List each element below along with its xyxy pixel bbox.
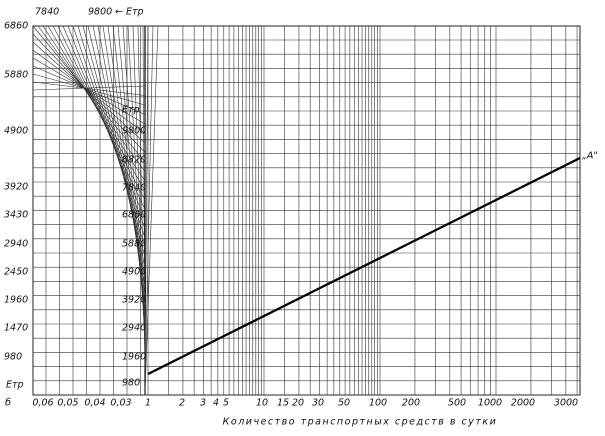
grid — [33, 26, 580, 396]
line-a — [147, 157, 581, 375]
bottom-axis-label: 200 — [402, 398, 420, 409]
left-axis-title: Eтр — [6, 380, 24, 391]
left-axis-label: 4900 — [4, 126, 28, 137]
fan-line — [127, 25, 146, 343]
fan-line — [137, 25, 146, 362]
fan-line — [32, 41, 146, 144]
mid-axis-title: Eтр — [122, 105, 140, 116]
fan-line — [32, 81, 146, 96]
fan-line — [32, 85, 146, 91]
fan-line — [32, 33, 146, 153]
fan-lines — [32, 25, 159, 396]
bottom-axis-label: 4 — [213, 398, 219, 409]
x-axis-title: Количество транспортных средств в сутки — [223, 417, 498, 428]
mid-axis-label: 6860 — [122, 210, 146, 221]
left-axis-label: 1960 — [4, 295, 28, 306]
top-label: 7840 — [35, 7, 59, 18]
fan-line — [144, 25, 154, 391]
bottom-axis-label: 15 — [277, 398, 289, 409]
fan-line — [62, 25, 146, 220]
fan-line — [144, 25, 149, 381]
fan-line — [122, 25, 146, 334]
line-label: „A" — [582, 151, 598, 162]
bottom-axis-label: 2000 — [511, 398, 535, 409]
fan-line — [32, 73, 146, 106]
left-axis-label: 1470 — [4, 323, 28, 334]
bottom-axis-label: б — [5, 398, 11, 409]
left-axis-label: 3430 — [4, 210, 28, 221]
bottom-axis-label: 50 — [338, 398, 350, 409]
mid-axis-label: 5880 — [122, 239, 146, 250]
bottom-axis-label: 3 — [200, 398, 206, 409]
mid-axis-label: 9800 — [122, 126, 146, 137]
fan-line — [144, 25, 159, 396]
bottom-axis-label: 0,04 — [84, 398, 105, 409]
left-axis-label: 5880 — [4, 70, 28, 81]
bottom-axis-label: 1000 — [478, 398, 502, 409]
left-axis-label: 6860 — [4, 21, 28, 32]
mid-axis-label: 4900 — [122, 267, 146, 278]
bottom-axis-label: 20 — [292, 398, 304, 409]
bottom-axis-label: 0,03 — [110, 398, 131, 409]
fan-line — [32, 65, 146, 115]
left-axis-label: 3920 — [4, 182, 28, 193]
fan-line — [77, 25, 146, 248]
mid-axis-label: 1960 — [122, 352, 146, 363]
left-axis-label: 2940 — [4, 239, 28, 250]
bottom-axis-label: 500 — [448, 398, 466, 409]
bottom-axis-label: 2 — [179, 398, 185, 409]
bottom-axis-label: 100 — [369, 398, 387, 409]
mid-axis-label: 2940 — [122, 323, 146, 334]
mid-axis-label: 980 — [122, 378, 140, 389]
bottom-axis-label: 1 — [145, 398, 151, 409]
bottom-axis-label: 0,06 — [32, 398, 53, 409]
top-label: 9800 — [88, 7, 112, 18]
bottom-axis-label: 3000 — [554, 398, 578, 409]
bottom-axis-label: 10 — [256, 398, 268, 409]
mid-axis-label: 8820 — [122, 155, 146, 166]
bottom-axis-label: 30 — [312, 398, 324, 409]
mid-axis-label: 3920 — [122, 295, 146, 306]
left-axis-label: 2450 — [4, 267, 28, 278]
bottom-axis-label: 5 — [223, 398, 229, 409]
fan-line — [132, 25, 146, 353]
top-axis-title: ← Eтр — [115, 7, 144, 18]
mid-axis-label: 7840 — [122, 183, 146, 194]
fan-line — [72, 25, 146, 239]
fan-line — [57, 25, 146, 210]
fan-line — [67, 25, 146, 229]
left-axis-label: 980 — [4, 352, 22, 363]
bottom-axis-label: 0,05 — [57, 398, 78, 409]
fan-line — [142, 25, 146, 372]
